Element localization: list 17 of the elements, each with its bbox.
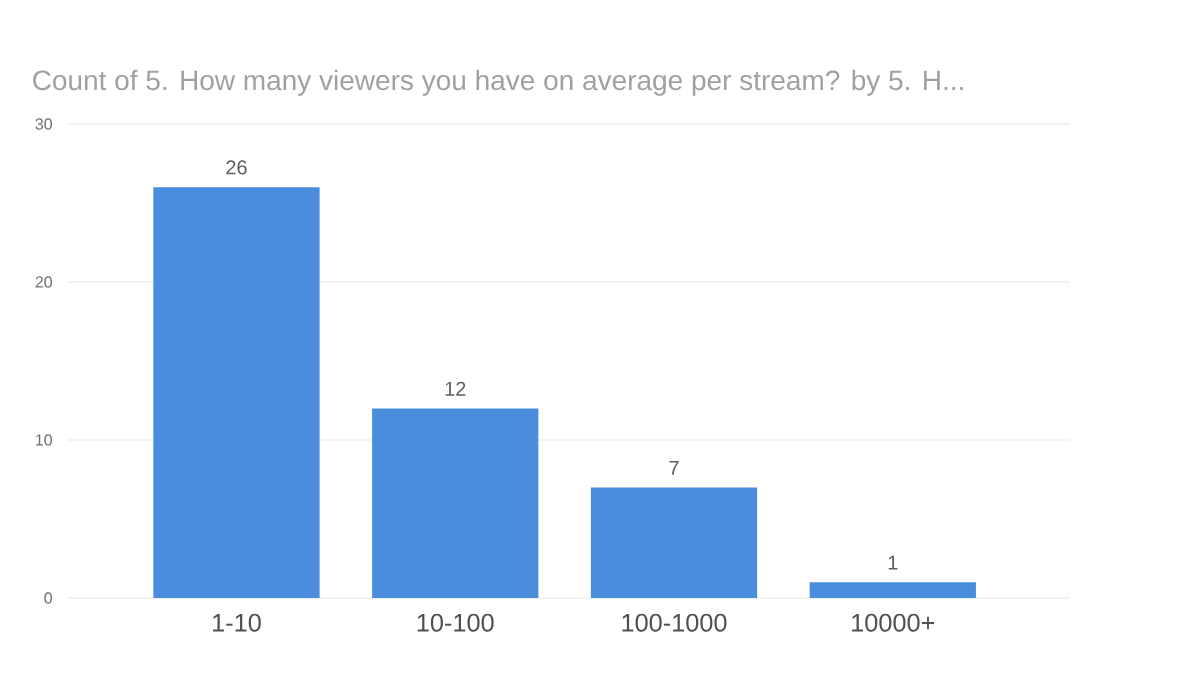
x-tick-label: 10000+	[852, 613, 935, 632]
y-tick-label: 20	[35, 276, 52, 288]
y-tick-label: 10	[36, 434, 52, 446]
y-tick-label: 0	[44, 592, 53, 604]
x-tick-label: 1-10	[213, 613, 261, 632]
bar	[590, 487, 758, 598]
bar	[153, 187, 320, 598]
x-tick-label: 10-100	[417, 613, 494, 632]
data-label: 7	[669, 460, 679, 475]
bar	[372, 408, 539, 598]
data-label: 12	[445, 381, 466, 396]
chart-title: Count of 5. How many viewers you have on average per stream? by 5. H...	[33, 69, 963, 96]
data-label: 26	[226, 160, 247, 175]
bar	[809, 582, 976, 598]
y-tick-label: 30	[35, 118, 52, 130]
data-label: 1	[888, 555, 898, 570]
x-tick-label: 100-1000	[622, 613, 727, 632]
